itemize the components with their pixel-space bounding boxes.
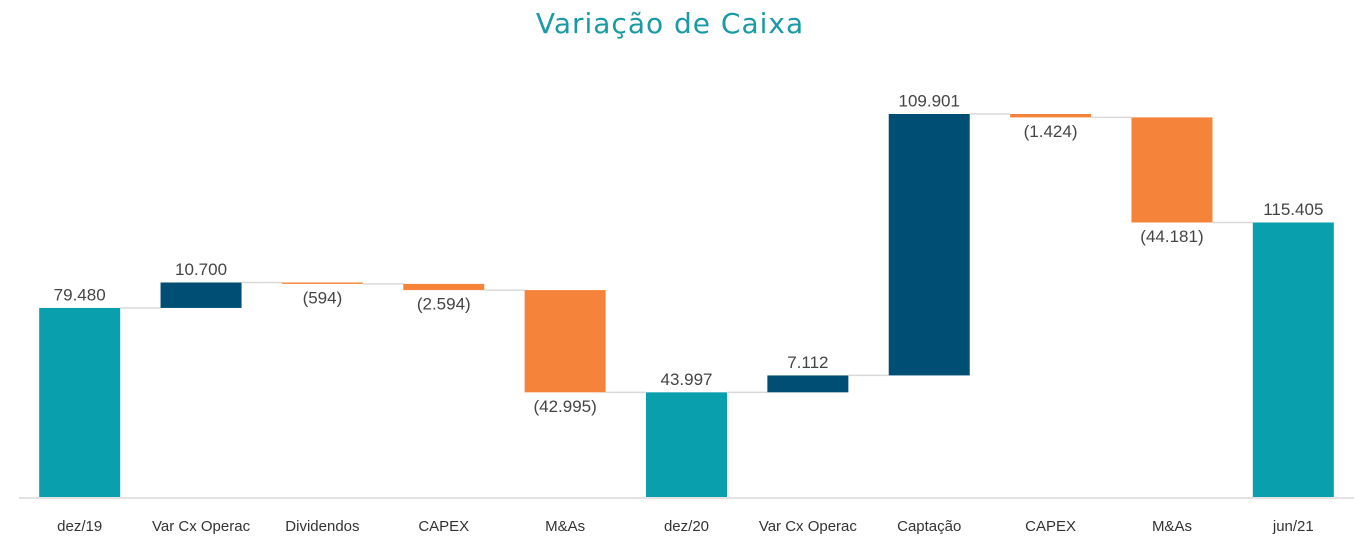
x-tick-label: Var Cx Operac (759, 518, 858, 535)
x-tick-label: Dividendos (285, 518, 359, 535)
x-tick-label: jun/21 (1272, 518, 1314, 535)
x-tick-label: dez/20 (664, 518, 709, 535)
bar (1131, 117, 1213, 223)
value-label: 10.700 (175, 260, 227, 279)
bar (403, 283, 485, 291)
x-tick-label: CAPEX (418, 518, 469, 535)
value-label: (1.424) (1024, 122, 1078, 141)
value-label: 43.997 (661, 370, 713, 389)
value-label: 115.405 (1263, 200, 1323, 219)
bar (39, 307, 121, 497)
value-label: 79.480 (54, 285, 106, 304)
x-tick-label: Captação (897, 518, 961, 535)
x-tick-label: M&As (545, 518, 585, 535)
chart-title: Variação de Caixa (536, 7, 804, 40)
bar (281, 282, 363, 284)
value-label: 7.112 (787, 353, 828, 372)
bar (767, 375, 849, 393)
value-label: (44.181) (1140, 227, 1203, 246)
value-label: (594) (303, 288, 343, 307)
x-tick-label: CAPEX (1025, 518, 1076, 535)
bar (160, 282, 242, 308)
bar (1252, 222, 1334, 497)
x-tick-label: Var Cx Operac (152, 518, 251, 535)
bar (524, 290, 606, 393)
value-label: (2.594) (417, 295, 471, 314)
value-label: (42.995) (533, 397, 596, 416)
bar (888, 114, 970, 376)
x-tick-label: dez/19 (57, 518, 102, 535)
bar (646, 392, 727, 497)
value-label: 109.901 (899, 91, 960, 110)
bar (1010, 114, 1092, 118)
x-tick-label: M&As (1152, 518, 1192, 535)
